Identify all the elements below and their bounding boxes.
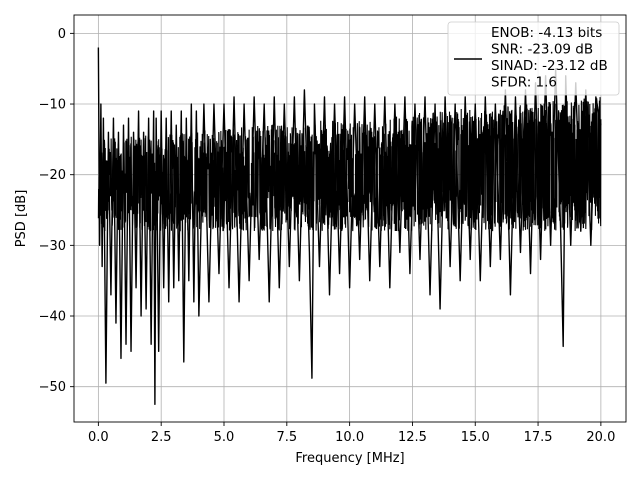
y-tick-label: −10 (39, 98, 66, 113)
y-tick-label: −50 (39, 380, 66, 395)
x-axis-label: Frequency [MHz] (295, 451, 404, 466)
legend-sinad: SINAD: -23.12 dB (491, 58, 608, 74)
y-tick-label: 0 (58, 27, 66, 42)
y-tick-label: −40 (39, 310, 66, 325)
x-axis-ticks: 0.0 2.5 5.0 7.5 10.0 12.5 15.0 17.5 20.0 (88, 422, 615, 445)
x-tick-label: 5.0 (214, 430, 235, 445)
x-tick-label: 0.0 (88, 430, 109, 445)
x-tick-label: 7.5 (276, 430, 297, 445)
series-layer (97, 47, 602, 406)
y-tick-label: −20 (39, 168, 66, 183)
y-axis-ticks: 0 −10 −20 −30 −40 −50 (39, 27, 74, 395)
x-tick-label: 17.5 (524, 430, 553, 445)
x-tick-label: 15.0 (461, 430, 490, 445)
y-tick-label: −30 (39, 239, 66, 254)
x-tick-label: 12.5 (398, 430, 427, 445)
x-tick-label: 2.5 (151, 430, 172, 445)
legend-sfdr: SFDR: 1.6 (491, 75, 557, 91)
y-axis-label: PSD [dB] (14, 190, 29, 248)
x-tick-label: 10.0 (335, 430, 364, 445)
legend-snr: SNR: -23.09 dB (491, 42, 593, 58)
legend-enob: ENOB: -4.13 bits (491, 25, 602, 41)
x-tick-label: 20.0 (586, 430, 615, 445)
psd-noise-fill (97, 97, 602, 232)
legend: ENOB: -4.13 bits SNR: -23.09 dB SINAD: -… (447, 21, 620, 96)
legend-box (447, 21, 620, 96)
